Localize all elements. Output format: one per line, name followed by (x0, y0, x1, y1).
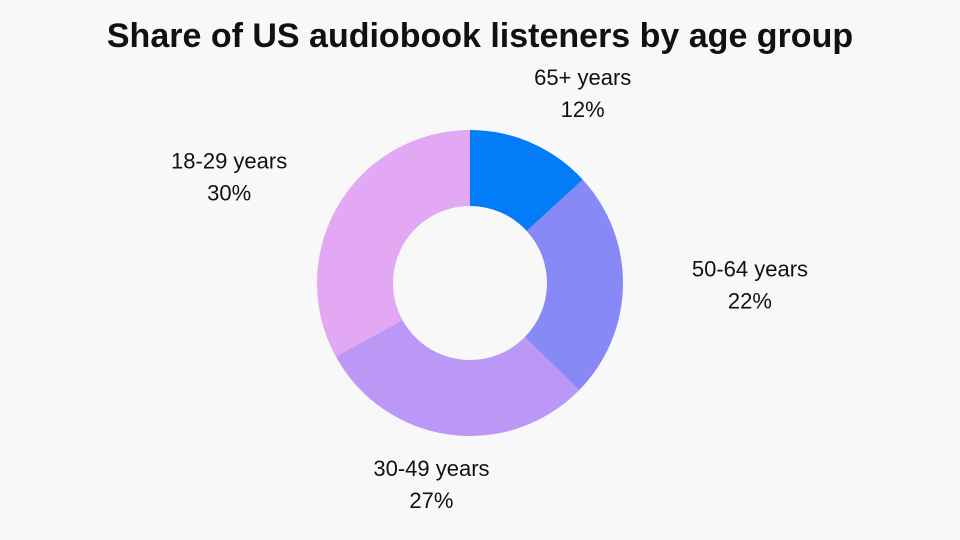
donut-slice (335, 319, 580, 436)
slice-label: 50-64 years (692, 256, 808, 281)
slice-label: 65+ years (534, 65, 631, 90)
slice-label: 30-49 years (373, 456, 489, 481)
donut-slice (470, 130, 583, 231)
value-label: 30% (207, 180, 251, 205)
value-label: 27% (409, 488, 453, 513)
chart-title: Share of US audiobook listeners by age g… (107, 17, 853, 55)
slice-label: 18-29 years (171, 148, 287, 173)
donut-slice (524, 179, 623, 391)
donut-slice (317, 130, 470, 357)
value-label: 22% (728, 288, 772, 313)
value-label: 12% (561, 97, 605, 122)
